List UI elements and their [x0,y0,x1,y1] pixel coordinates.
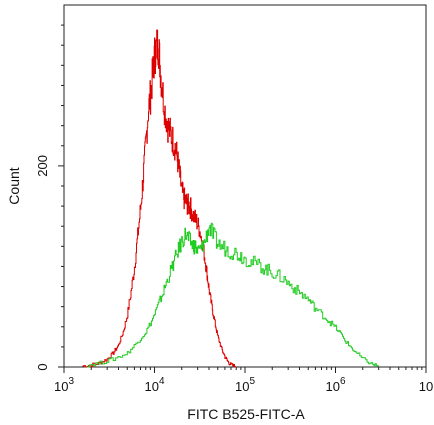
x-tick-exponent: 6 [340,376,346,387]
series-lines [82,29,380,368]
x-tick-label: 105 [235,376,255,394]
x-tick-label: 104 [144,376,164,394]
x-tick-exponent: 3 [68,376,74,387]
x-tick-base: 10 [419,379,433,394]
series-line-1 [82,29,237,368]
plot-frame [63,4,427,368]
x-tick-base: 10 [54,379,68,394]
x-tick-label: 103 [54,376,74,394]
x-tick-base: 10 [235,379,249,394]
series-line-2 [87,222,380,368]
x-tick-label: 10 [419,379,433,394]
x-axis-ticks: 103 104 105 106 10 [54,367,433,394]
x-axis-title: FITC B525-FITC-A [187,406,305,422]
y-tick-label: 0 [35,363,50,370]
y-axis-title: Count [6,167,22,204]
x-tick-exponent: 5 [249,376,255,387]
y-tick-label: 200 [35,155,50,177]
y-axis-ticks: 0 200 [35,24,64,371]
x-tick-base: 10 [325,379,339,394]
x-tick-base: 10 [144,379,158,394]
x-tick-label: 106 [325,376,345,394]
x-tick-exponent: 4 [159,376,165,387]
